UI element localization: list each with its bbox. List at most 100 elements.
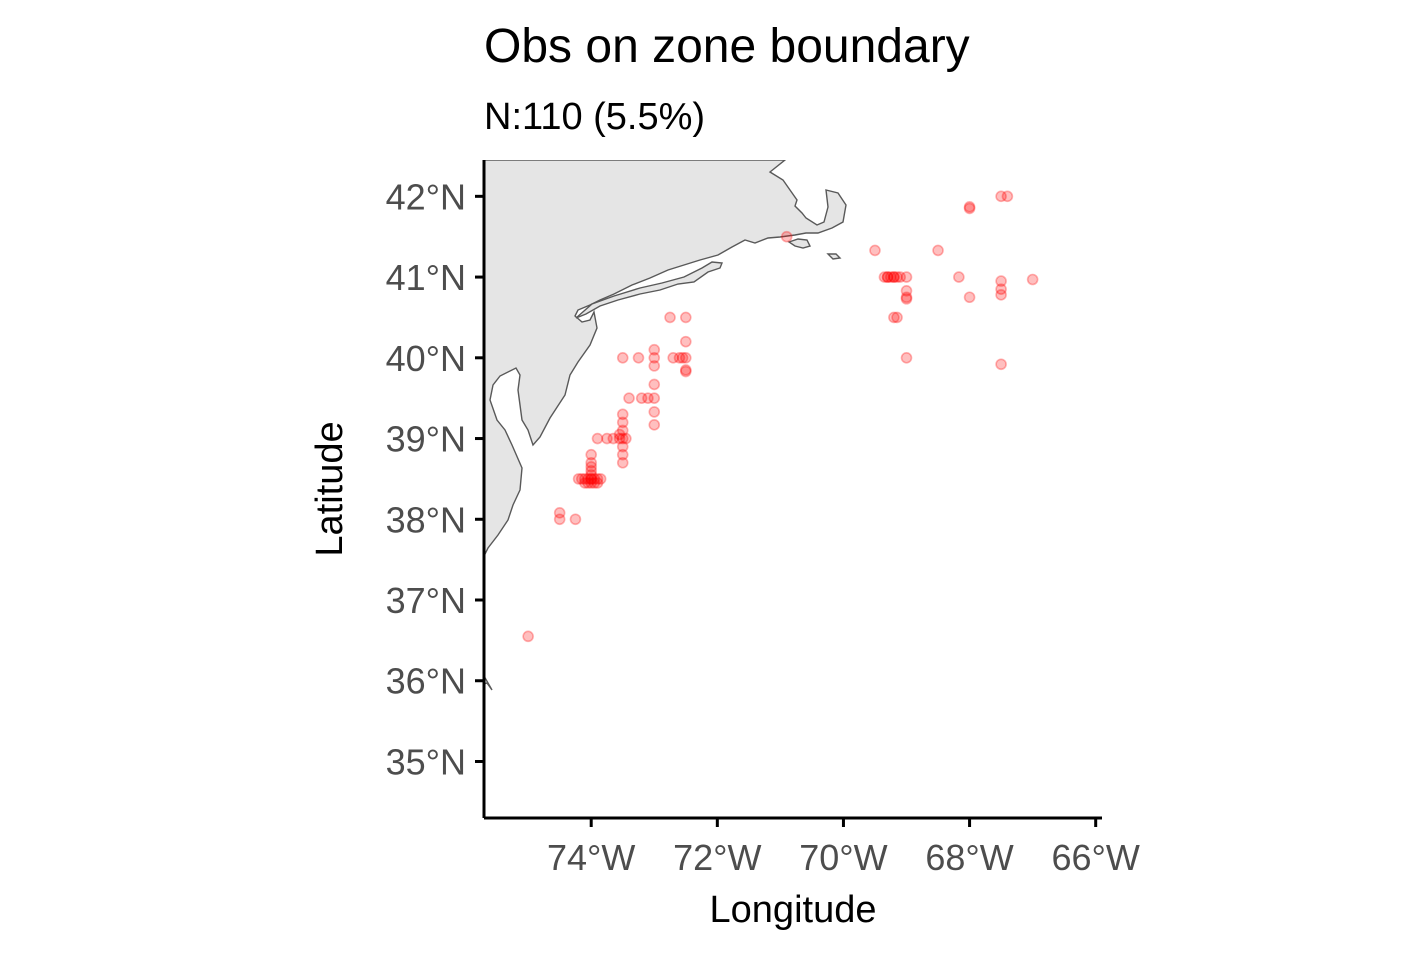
observation-point — [884, 271, 897, 283]
observation-point — [585, 469, 598, 481]
observation-point — [585, 460, 598, 473]
x-tick-label: 72°W — [673, 837, 761, 878]
observation-point — [582, 477, 594, 489]
observation-point — [591, 473, 604, 485]
observation-point — [607, 432, 620, 445]
observation-point — [613, 432, 626, 445]
land-long-island — [575, 261, 723, 319]
axes: 74°W 72°W 70°W 68°W 66°W 35°N 36°N 37°N 38°N 39°… — [386, 160, 1140, 878]
x-axis-title: Longitude — [710, 889, 877, 931]
points-layer — [522, 190, 1039, 643]
y-axis-title: Latitude — [309, 421, 351, 556]
observation-point — [616, 424, 629, 437]
observation-point — [594, 473, 607, 485]
observation-point — [648, 419, 661, 431]
observation-point — [648, 352, 661, 364]
observation-point — [1001, 190, 1014, 203]
y-ticks: 35°N 36°N 37°N 38°N 39°N 40°N 41°N 42°N — [386, 176, 484, 782]
observation-point — [632, 352, 645, 364]
land-outer-banks — [484, 674, 493, 691]
observation-point — [553, 513, 566, 526]
observation-point — [953, 271, 965, 283]
observation-point — [995, 289, 1007, 301]
land-mainland — [484, 160, 847, 557]
observation-point — [869, 244, 881, 257]
observation-point — [648, 406, 661, 418]
observation-point — [648, 343, 661, 356]
observation-point — [932, 244, 944, 257]
observation-point — [585, 473, 598, 485]
observation-point — [579, 477, 591, 489]
observation-point — [900, 352, 913, 364]
y-tick-label: 36°N — [386, 661, 466, 702]
observation-point — [579, 473, 591, 485]
x-ticks: 74°W 72°W 70°W 68°W 66°W — [547, 818, 1140, 878]
observation-point — [616, 352, 629, 364]
observation-point — [616, 432, 629, 445]
x-tick-label: 66°W — [1051, 837, 1139, 878]
observation-point — [648, 392, 661, 404]
observation-point — [522, 630, 534, 643]
y-tick-label: 37°N — [386, 580, 466, 621]
observation-point — [673, 352, 686, 364]
land-marthas-vineyard — [787, 238, 812, 249]
observation-point — [585, 473, 598, 485]
observation-point — [891, 271, 903, 283]
observation-point — [881, 271, 894, 283]
observation-point — [900, 291, 913, 304]
observation-point — [616, 448, 629, 461]
observation-point — [995, 275, 1007, 287]
x-tick-label: 70°W — [799, 837, 887, 878]
observation-point — [616, 416, 629, 429]
observation-point — [995, 283, 1007, 295]
observation-point — [679, 352, 692, 364]
observation-point — [648, 378, 661, 391]
observation-point — [667, 352, 679, 364]
observation-point — [591, 477, 604, 489]
observation-point — [900, 293, 913, 305]
observation-point — [780, 230, 793, 243]
observation-point — [585, 456, 598, 469]
observation-point — [900, 284, 913, 297]
observation-point — [591, 432, 604, 445]
observation-point — [620, 432, 632, 445]
y-tick-label: 39°N — [386, 419, 466, 460]
observation-point — [623, 392, 635, 404]
observation-point — [881, 271, 894, 283]
observation-point — [676, 352, 689, 364]
observation-point — [679, 335, 692, 348]
observation-point — [1026, 273, 1039, 286]
observation-point — [569, 513, 582, 526]
y-tick-label: 42°N — [386, 176, 466, 217]
observation-point — [616, 440, 629, 453]
observation-point — [664, 311, 676, 324]
observation-point — [585, 477, 598, 489]
observation-point — [616, 456, 629, 469]
observation-point — [642, 392, 654, 404]
observation-point — [679, 365, 692, 378]
observation-point — [679, 311, 692, 324]
observation-point — [878, 271, 891, 283]
observation-point — [891, 311, 903, 324]
observation-point — [963, 201, 976, 213]
observation-point — [553, 507, 566, 519]
observation-point — [601, 432, 613, 445]
observation-point — [888, 271, 900, 283]
y-tick-label: 35°N — [386, 741, 466, 782]
observation-point — [963, 291, 976, 304]
observation-point — [613, 428, 626, 441]
observation-point — [679, 364, 692, 376]
map-panel — [484, 160, 847, 691]
observation-point — [588, 473, 601, 485]
y-tick-label: 38°N — [386, 499, 466, 540]
chart-subtitle: N:110 (5.5%) — [484, 96, 705, 138]
observation-point — [888, 271, 900, 283]
x-tick-label: 68°W — [925, 837, 1013, 878]
y-tick-label: 40°N — [386, 338, 466, 379]
observation-point — [963, 202, 976, 215]
observation-point — [900, 271, 913, 283]
x-tick-label: 74°W — [547, 837, 635, 878]
observation-point — [572, 473, 585, 485]
observation-point — [888, 311, 900, 324]
